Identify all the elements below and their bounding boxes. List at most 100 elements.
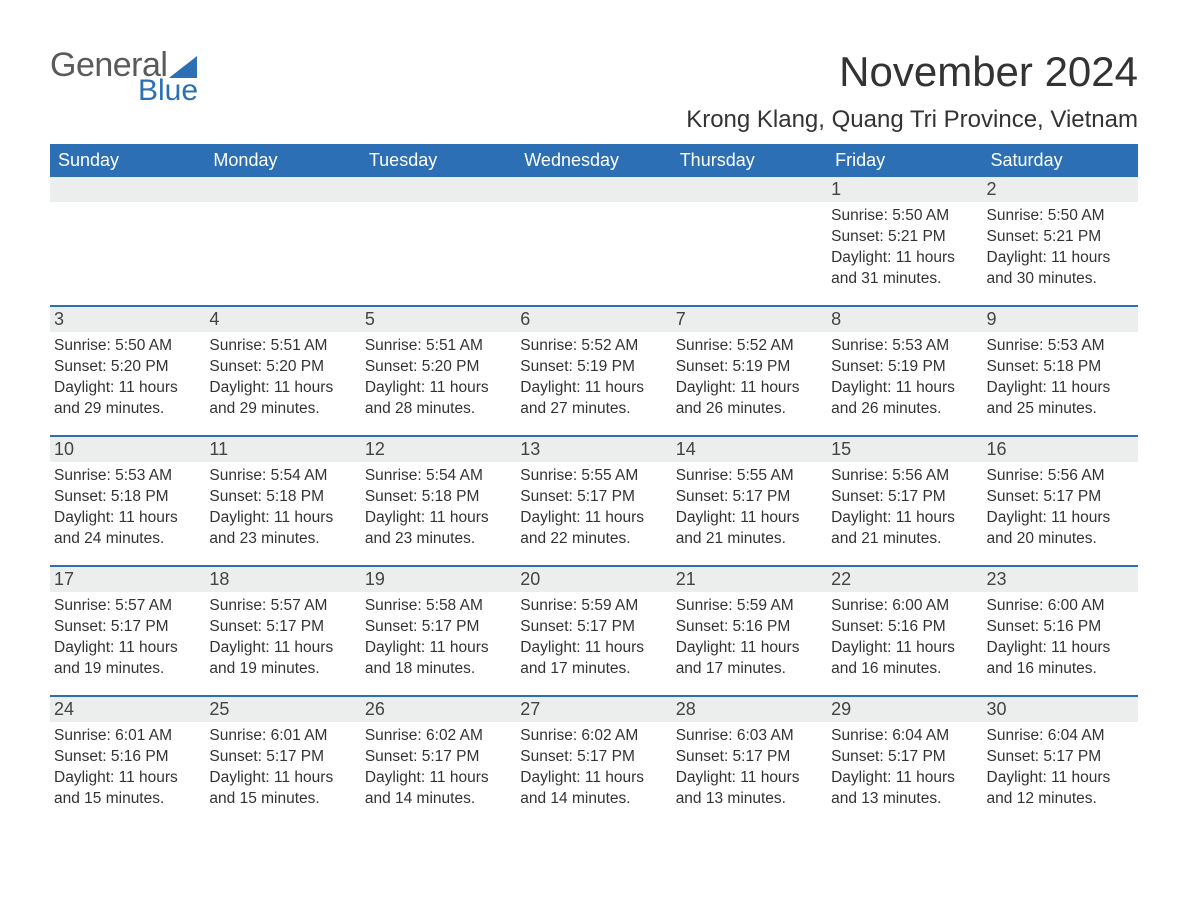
day-cell: 29 Sunrise: 6:04 AMSunset: 5:17 PMDayligh…	[827, 697, 982, 825]
daylight-line: Daylight: 11 hours and 12 minutes.	[987, 768, 1134, 810]
sunrise-line: Sunrise: 5:56 AM	[987, 466, 1134, 487]
day-details: Sunrise: 5:57 AMSunset: 5:17 PMDaylight:…	[54, 596, 201, 680]
day-number: 6	[516, 307, 671, 332]
sunrise-line: Sunrise: 5:52 AM	[676, 336, 823, 357]
day-number: 8	[827, 307, 982, 332]
daylight-line: Daylight: 11 hours and 21 minutes.	[831, 508, 978, 550]
weekday-friday: Friday	[827, 144, 982, 177]
sunrise-line: Sunrise: 5:53 AM	[54, 466, 201, 487]
sunrise-line: Sunrise: 5:59 AM	[520, 596, 667, 617]
day-cell: 1 Sunrise: 5:50 AMSunset: 5:21 PMDaylight…	[827, 177, 982, 305]
day-cell: 17 Sunrise: 5:57 AMSunset: 5:17 PMDayligh…	[50, 567, 205, 695]
sunrise-line: Sunrise: 5:55 AM	[676, 466, 823, 487]
day-number: 12	[361, 437, 516, 462]
sunrise-line: Sunrise: 6:04 AM	[831, 726, 978, 747]
day-number: 28	[672, 697, 827, 722]
sunrise-line: Sunrise: 6:03 AM	[676, 726, 823, 747]
sunset-line: Sunset: 5:20 PM	[365, 357, 512, 378]
week-row: 10Sunrise: 5:53 AMSunset: 5:18 PMDayligh…	[50, 435, 1138, 565]
daylight-line: Daylight: 11 hours and 17 minutes.	[520, 638, 667, 680]
sunrise-line: Sunrise: 6:01 AM	[209, 726, 356, 747]
daylight-line: Daylight: 11 hours and 29 minutes.	[209, 378, 356, 420]
day-number: 2	[983, 177, 1138, 202]
day-number: 24	[50, 697, 205, 722]
day-details: Sunrise: 5:55 AMSunset: 5:17 PMDaylight:…	[520, 466, 667, 550]
day-details: Sunrise: 5:51 AMSunset: 5:20 PMDaylight:…	[209, 336, 356, 420]
sunset-line: Sunset: 5:21 PM	[987, 227, 1134, 248]
sunset-line: Sunset: 5:18 PM	[987, 357, 1134, 378]
sunset-line: Sunset: 5:17 PM	[520, 617, 667, 638]
day-cell: 25Sunrise: 6:01 AMSunset: 5:17 PMDayligh…	[205, 697, 360, 825]
daylight-line: Daylight: 11 hours and 29 minutes.	[54, 378, 201, 420]
header: General Blue November 2024 Krong Klang, …	[50, 48, 1138, 134]
day-cell	[361, 177, 516, 305]
sunrise-line: Sunrise: 5:58 AM	[365, 596, 512, 617]
sunrise-line: Sunrise: 5:55 AM	[520, 466, 667, 487]
day-details: Sunrise: 6:04 AMSunset: 5:17 PMDaylight:…	[831, 726, 978, 810]
day-number: 29	[827, 697, 982, 722]
flag-icon	[169, 56, 197, 78]
daylight-line: Daylight: 11 hours and 27 minutes.	[520, 378, 667, 420]
day-cell: 6Sunrise: 5:52 AMSunset: 5:19 PMDaylight…	[516, 307, 671, 435]
sunrise-line: Sunrise: 6:01 AM	[54, 726, 201, 747]
sunrise-line: Sunrise: 5:53 AM	[831, 336, 978, 357]
weeks-container: 1Sunrise: 5:50 AMSunset: 5:21 PMDaylight…	[50, 177, 1138, 825]
week-row: 1Sunrise: 5:50 AMSunset: 5:21 PMDaylight…	[50, 177, 1138, 305]
sunset-line: Sunset: 5:19 PM	[676, 357, 823, 378]
month-title: November 2024	[686, 48, 1138, 96]
sunset-line: Sunset: 5:17 PM	[54, 617, 201, 638]
day-details: Sunrise: 5:53 AMSunset: 5:19 PMDaylight:…	[831, 336, 978, 420]
weekday-header-row: SundayMondayTuesdayWednesdayThursdayFrid…	[50, 144, 1138, 177]
day-cell: 19Sunrise: 5:58 AMSunset: 5:17 PMDayligh…	[361, 567, 516, 695]
sunset-line: Sunset: 5:17 PM	[520, 747, 667, 768]
day-number: 3	[50, 307, 205, 332]
day-cell: 12Sunrise: 5:54 AMSunset: 5:18 PMDayligh…	[361, 437, 516, 565]
day-details: Sunrise: 5:52 AMSunset: 5:19 PMDaylight:…	[676, 336, 823, 420]
sunset-line: Sunset: 5:19 PM	[831, 357, 978, 378]
day-number: 21	[672, 567, 827, 592]
sunrise-line: Sunrise: 5:56 AM	[831, 466, 978, 487]
weekday-monday: Monday	[205, 144, 360, 177]
day-details: Sunrise: 5:50 AMSunset: 5:21 PMDaylight:…	[831, 206, 978, 290]
day-number-empty	[672, 177, 827, 202]
day-number: 11	[205, 437, 360, 462]
day-details: Sunrise: 6:00 AMSunset: 5:16 PMDaylight:…	[831, 596, 978, 680]
daylight-line: Daylight: 11 hours and 31 minutes.	[831, 248, 978, 290]
weekday-tuesday: Tuesday	[361, 144, 516, 177]
day-cell: 10Sunrise: 5:53 AMSunset: 5:18 PMDayligh…	[50, 437, 205, 565]
day-cell: 5Sunrise: 5:51 AMSunset: 5:20 PMDaylight…	[361, 307, 516, 435]
sunrise-line: Sunrise: 5:54 AM	[209, 466, 356, 487]
sunrise-line: Sunrise: 5:50 AM	[831, 206, 978, 227]
daylight-line: Daylight: 11 hours and 15 minutes.	[209, 768, 356, 810]
day-details: Sunrise: 5:54 AMSunset: 5:18 PMDaylight:…	[209, 466, 356, 550]
day-cell: 4Sunrise: 5:51 AMSunset: 5:20 PMDaylight…	[205, 307, 360, 435]
day-number: 23	[983, 567, 1138, 592]
day-number: 27	[516, 697, 671, 722]
week-row: 17 Sunrise: 5:57 AMSunset: 5:17 PMDayligh…	[50, 565, 1138, 695]
sunset-line: Sunset: 5:16 PM	[831, 617, 978, 638]
day-number-empty	[361, 177, 516, 202]
sunset-line: Sunset: 5:20 PM	[54, 357, 201, 378]
day-details: Sunrise: 6:03 AMSunset: 5:17 PMDaylight:…	[676, 726, 823, 810]
sunrise-line: Sunrise: 5:51 AM	[365, 336, 512, 357]
day-number: 15	[827, 437, 982, 462]
sunrise-line: Sunrise: 6:00 AM	[987, 596, 1134, 617]
day-number: 17	[50, 567, 205, 592]
daylight-line: Daylight: 11 hours and 23 minutes.	[209, 508, 356, 550]
day-number: 18	[205, 567, 360, 592]
day-details: Sunrise: 5:58 AMSunset: 5:17 PMDaylight:…	[365, 596, 512, 680]
daylight-line: Daylight: 11 hours and 16 minutes.	[987, 638, 1134, 680]
sunset-line: Sunset: 5:17 PM	[209, 617, 356, 638]
sunset-line: Sunset: 5:17 PM	[365, 747, 512, 768]
day-cell: 23Sunrise: 6:00 AMSunset: 5:16 PMDayligh…	[983, 567, 1138, 695]
weekday-thursday: Thursday	[672, 144, 827, 177]
daylight-line: Daylight: 11 hours and 19 minutes.	[209, 638, 356, 680]
daylight-line: Daylight: 11 hours and 19 minutes.	[54, 638, 201, 680]
day-cell: 28 Sunrise: 6:03 AMSunset: 5:17 PMDayligh…	[672, 697, 827, 825]
sunset-line: Sunset: 5:16 PM	[676, 617, 823, 638]
sunset-line: Sunset: 5:17 PM	[365, 617, 512, 638]
sunset-line: Sunset: 5:21 PM	[831, 227, 978, 248]
day-number: 1	[827, 177, 982, 202]
day-cell: 18Sunrise: 5:57 AMSunset: 5:17 PMDayligh…	[205, 567, 360, 695]
daylight-line: Daylight: 11 hours and 28 minutes.	[365, 378, 512, 420]
